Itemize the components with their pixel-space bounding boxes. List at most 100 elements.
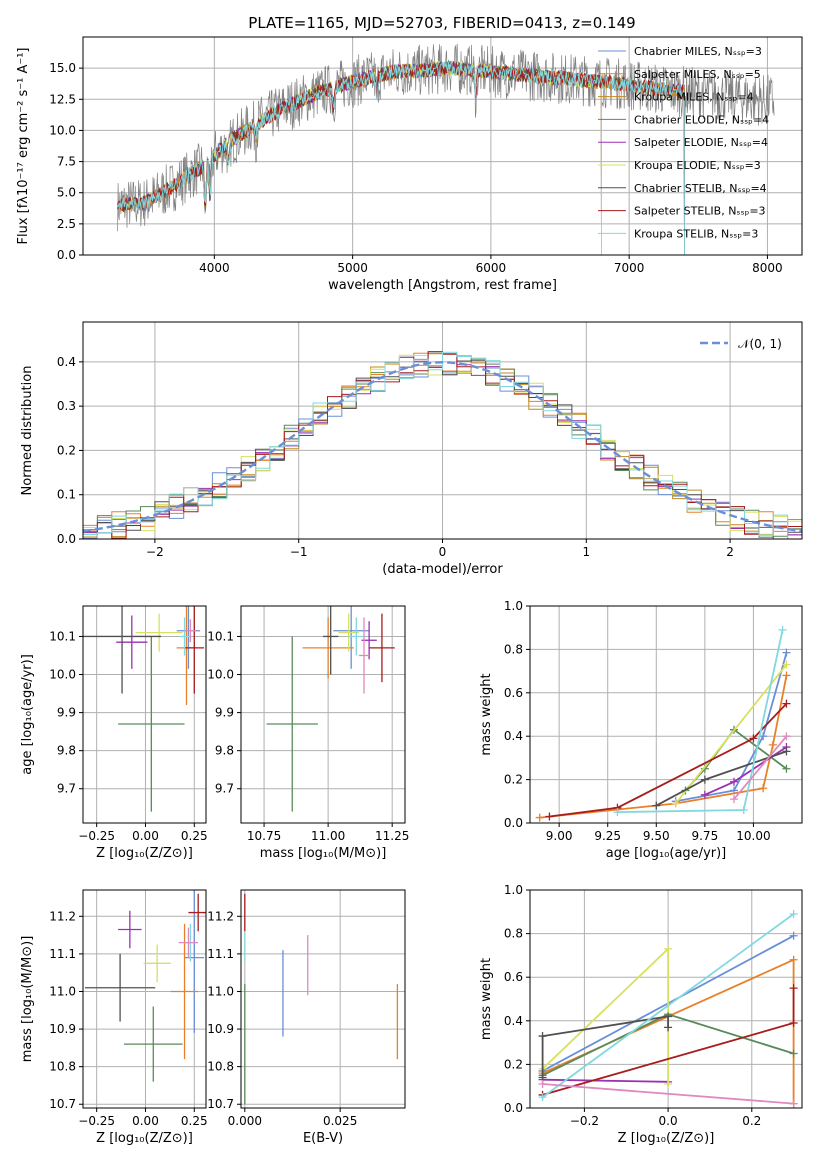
error-bar-point	[178, 617, 191, 656]
legend-label: Chabrier ELODIE, Nₛₛₚ=4	[634, 113, 769, 126]
x-tick-label: −0.25	[78, 829, 115, 843]
data-point-marker	[759, 784, 768, 793]
y-tick-label: 5.0	[57, 186, 76, 200]
legend-label: Kroupa ELODIE, Nₛₛₚ=3	[634, 159, 761, 172]
mass-weight-line	[542, 1083, 794, 1105]
y-tick-label: 1.0	[504, 599, 523, 613]
error-bar-point	[266, 636, 318, 812]
y-tick-label: 9.9	[215, 706, 234, 720]
x-tick-label: 0.00	[132, 1114, 159, 1128]
mass-weight-line	[539, 675, 788, 819]
y-tick-label: 11.1	[49, 947, 76, 961]
y-tick-label: 10.1	[207, 629, 234, 643]
residuals-axes: −2 −1 0 1 2 0.0 0.1 0.2 0.3 0.4	[57, 322, 802, 559]
model-line	[117, 60, 685, 255]
data-point-marker	[538, 1093, 547, 1102]
x-tick-label: 0.0	[659, 1114, 678, 1128]
error-bar-point	[184, 606, 205, 694]
data-point-marker	[789, 909, 798, 918]
data-point-marker	[782, 699, 791, 708]
x-tick-label: 0.025	[323, 1114, 357, 1128]
x-axis-label: wavelength [Angstrom, rest frame]	[328, 278, 557, 293]
y-tick-label: 0.0	[504, 1101, 523, 1115]
data-point-marker	[749, 734, 758, 743]
x-tick-label: 4000	[199, 261, 230, 275]
data-point-marker	[664, 944, 673, 953]
x-tick-label: 0.2	[742, 1114, 761, 1128]
y-tick-label: 0.4	[504, 729, 523, 743]
y-tick-label: 1.0	[504, 883, 523, 897]
y-tick-label: 10.9	[49, 1022, 76, 1036]
data-point-marker	[768, 740, 777, 749]
figure-title: PLATE=1165, MJD=52703, FIBERID=0413, z=0…	[248, 14, 635, 32]
y-tick-label: 10.7	[49, 1097, 76, 1111]
x-tick-label: 0.25	[181, 1114, 208, 1128]
data-point-marker	[671, 799, 680, 808]
data-point-marker	[782, 660, 791, 669]
data-point-marker	[730, 777, 738, 786]
y-tick-label: 10.0	[49, 668, 76, 682]
x-tick-label: 10.75	[247, 829, 281, 843]
y-tick-label: 10.7	[207, 1097, 234, 1111]
mass_vs_Z-axes: −0.25 0.00 0.25 10.7 10.8 10.9 11.0 11.1 11.2	[49, 890, 208, 1128]
error-bar-point	[124, 1006, 183, 1082]
model-line	[117, 60, 685, 255]
legend-label: Chabrier MILES, Nₛₛₚ=3	[634, 45, 762, 58]
data-point-marker	[545, 812, 554, 821]
mass_vs_Z-content	[84, 890, 206, 1082]
y-tick-label: 11.1	[207, 947, 234, 961]
y-axis-label: age [log₁₀(age/yr)]	[20, 654, 35, 775]
y-tick-label: 9.8	[215, 744, 234, 758]
y-tick-label: 11.0	[49, 984, 76, 998]
mass-weight-line	[617, 629, 784, 813]
error-bar-point	[302, 617, 354, 679]
data-point-marker	[730, 795, 738, 804]
legend-label: Kroupa MILES, Nₛₛₚ=4	[634, 91, 754, 104]
y-tick-label: 0.2	[57, 443, 76, 457]
y-tick-label: 0.0	[504, 816, 523, 830]
y-tick-label: 12.5	[49, 92, 76, 106]
model-line	[117, 61, 685, 255]
age_vs_Z-content	[83, 606, 205, 812]
y-tick-label: 2.5	[57, 217, 76, 231]
y-tick-label: 9.8	[57, 744, 76, 758]
mass-weight-line	[674, 664, 788, 805]
data-point-marker	[538, 1080, 547, 1089]
y-tick-label: 0.2	[504, 1057, 523, 1071]
y-tick-label: 10.0	[49, 123, 76, 137]
mass_weight_vs_age-grid	[530, 605, 802, 824]
x-axis-label: Z [log₁₀(Z/Z⊙)]	[96, 846, 193, 861]
data-point-marker	[664, 1080, 673, 1089]
x-tick-label: 9.50	[643, 829, 670, 843]
x-tick-label: 9.25	[594, 829, 621, 843]
data-point-marker	[700, 775, 709, 784]
mass_weight_vs_Z-grid	[530, 889, 802, 1109]
y-tick-label: 0.1	[57, 488, 76, 502]
error-bar-point	[188, 893, 206, 932]
y-axis-label: Normed distribution	[20, 366, 35, 496]
x-axis-label: Z [log₁₀(Z/Z⊙)]	[96, 1131, 193, 1146]
y-axis-label: mass weight	[479, 673, 494, 755]
error-bar-point	[135, 613, 183, 652]
mass_weight_vs_Z-axes: −0.2 0.0 0.2 0.0 0.2 0.4 0.6 0.8 1.0	[504, 883, 802, 1128]
error-bar-point	[178, 927, 199, 958]
x-tick-label: 2	[726, 545, 734, 559]
error-bar-point	[116, 615, 148, 669]
y-tick-label: 0.8	[504, 927, 523, 941]
x-axis-label: E(B-V)	[303, 1131, 343, 1146]
y-tick-label: 0.0	[57, 248, 76, 262]
x-tick-label: −1	[290, 545, 308, 559]
y-tick-label: 15.0	[49, 61, 76, 75]
y-tick-label: 10.0	[207, 668, 234, 682]
x-tick-label: 9.75	[691, 829, 718, 843]
gaussian-curve	[83, 361, 802, 533]
error-bar-point	[143, 944, 171, 983]
x-tick-label: 0.000	[228, 1114, 262, 1128]
residuals-content	[83, 351, 802, 539]
y-tick-label: 9.9	[57, 706, 76, 720]
x-axis-label: age [log₁₀(age/yr)]	[606, 846, 727, 861]
data-point-marker	[789, 955, 798, 964]
mass-weight-line	[541, 1015, 669, 1078]
age_vs_Z-grid	[83, 606, 206, 823]
